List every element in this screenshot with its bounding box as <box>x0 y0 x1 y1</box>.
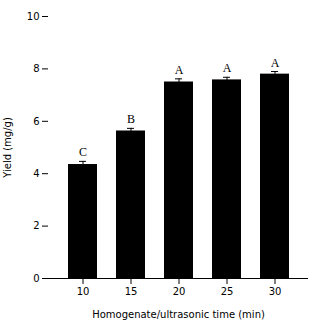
svg-text:4: 4 <box>33 168 39 179</box>
svg-text:10: 10 <box>27 11 40 22</box>
svg-text:6: 6 <box>33 116 39 127</box>
svg-text:20: 20 <box>173 286 186 297</box>
svg-text:30: 30 <box>269 286 282 297</box>
svg-text:Homogenate/ultrasonic time (mi: Homogenate/ultrasonic time (min) <box>92 309 265 320</box>
svg-text:10: 10 <box>77 286 90 297</box>
svg-text:A: A <box>175 63 184 77</box>
svg-text:C: C <box>79 145 87 159</box>
svg-text:B: B <box>127 112 135 126</box>
svg-text:0: 0 <box>33 273 39 284</box>
svg-text:8: 8 <box>33 63 39 74</box>
svg-text:A: A <box>223 61 232 75</box>
svg-text:25: 25 <box>221 286 234 297</box>
svg-text:A: A <box>271 56 280 70</box>
svg-text:15: 15 <box>125 286 138 297</box>
svg-text:Yield (mg/g): Yield (mg/g) <box>2 117 13 179</box>
svg-text:2: 2 <box>33 220 39 231</box>
